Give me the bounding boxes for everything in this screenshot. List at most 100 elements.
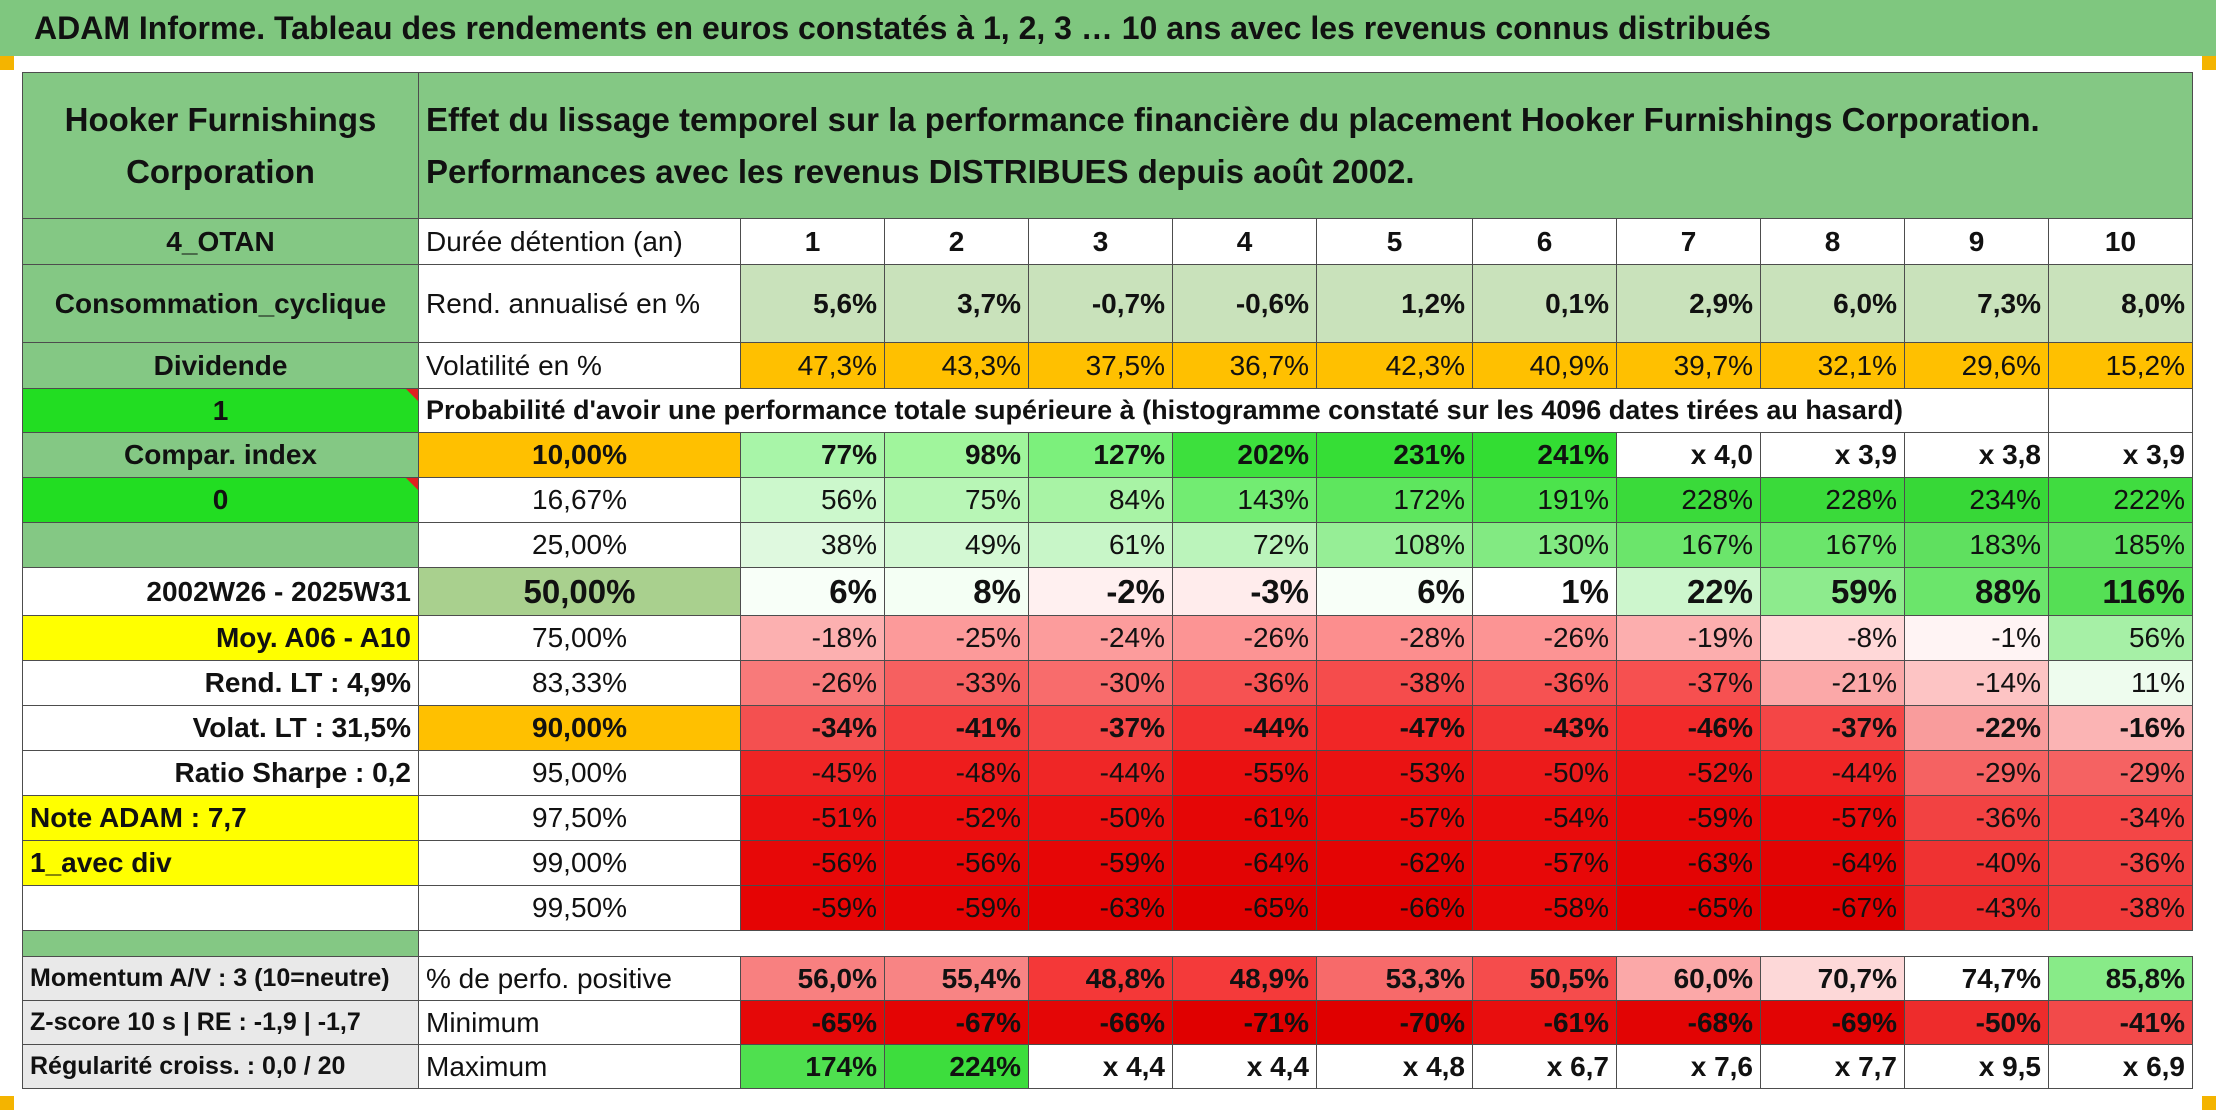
positive-row: Momentum A/V : 3 (10=neutre)% de perfo. …	[22, 956, 2193, 1001]
minimum-value: -66%	[1028, 1000, 1173, 1045]
prob-value: -58%	[1472, 885, 1617, 931]
prob-value: -47%	[1316, 705, 1473, 751]
prob-value: 228%	[1616, 477, 1761, 523]
prob-value: -26%	[1472, 615, 1617, 661]
maximum-value: 224%	[884, 1044, 1029, 1089]
duration-year: 9	[1904, 218, 2049, 265]
prob-value: -28%	[1316, 615, 1473, 661]
prob-value: -63%	[1616, 840, 1761, 886]
prob-value: -46%	[1616, 705, 1761, 751]
minimum-value: -71%	[1172, 1000, 1317, 1045]
regularite-cell: Régularité croiss. : 0,0 / 20	[22, 1044, 419, 1089]
volat-value: 39,7%	[1616, 342, 1761, 389]
prob-value: -14%	[1904, 660, 2049, 706]
prob-value: -8%	[1760, 615, 1905, 661]
volat-row: Dividende Volatilité en % 47,3% 43,3% 37,5% 3…	[22, 342, 2193, 389]
maximum-label: Maximum	[418, 1044, 741, 1089]
volat-value: 15,2%	[2048, 342, 2193, 389]
prob-value: -29%	[2048, 750, 2193, 796]
volat-value: 36,7%	[1172, 342, 1317, 389]
rend-value: -0,6%	[1172, 264, 1317, 343]
prob-percentile: 99,50%	[418, 885, 741, 931]
positive-value: 48,8%	[1028, 956, 1173, 1001]
gap-green-cell	[22, 930, 419, 957]
positive-value: 56,0%	[740, 956, 885, 1001]
maximum-value: x 6,7	[1472, 1044, 1617, 1089]
empty-white-cell	[22, 885, 419, 931]
prob-title-row: 1 Probabilité d'avoir une performance tot…	[22, 388, 2193, 433]
prob-percentile: 90,00%	[418, 705, 741, 751]
prob-percentile: 75,00%	[418, 615, 741, 661]
maximum-value: x 9,5	[1904, 1044, 2049, 1089]
compar-value-cell: 0	[22, 477, 419, 523]
prob-value: 11%	[2048, 660, 2193, 706]
prob-value: -59%	[1028, 840, 1173, 886]
prob-value: 84%	[1028, 477, 1173, 523]
prob-value: -55%	[1172, 750, 1317, 796]
rend-value: 1,2%	[1316, 264, 1473, 343]
prob-value: -30%	[1028, 660, 1173, 706]
prob-value: -24%	[1028, 615, 1173, 661]
maximum-row: Régularité croiss. : 0,0 / 20 Maximum 174%…	[22, 1044, 2193, 1089]
prob-value: 77%	[740, 432, 885, 478]
prob-value: -22%	[1904, 705, 2049, 751]
volat-value: 40,9%	[1472, 342, 1617, 389]
prob-value: -66%	[1316, 885, 1473, 931]
prob-value: -61%	[1172, 795, 1317, 841]
positive-value: 55,4%	[884, 956, 1029, 1001]
volat-lt-cell: Volat. LT : 31,5%	[22, 705, 419, 751]
prob-row: Ratio Sharpe : 0,2 95,00% -45% -48% -44% -55%…	[22, 750, 2193, 796]
prob-row: 25,00% 38% 49% 61% 72% 108% 130% 167% 167% 183% 18…	[22, 522, 2193, 568]
prob-value: 185%	[2048, 522, 2193, 568]
duration-year: 5	[1316, 218, 1473, 265]
prob-value: -59%	[1616, 795, 1761, 841]
mode-cell: 1_avec div	[22, 840, 419, 886]
rend-label: Rend. annualisé en %	[418, 264, 741, 343]
prob-value: -50%	[1472, 750, 1617, 796]
maximum-value: x 4,4	[1028, 1044, 1173, 1089]
prob-value: -44%	[1028, 750, 1173, 796]
prob-value: 191%	[1472, 477, 1617, 523]
prob-percentile: 25,00%	[418, 522, 741, 568]
prob-value: -62%	[1316, 840, 1473, 886]
minimum-value: -50%	[1904, 1000, 2049, 1045]
prob-value: -37%	[1616, 660, 1761, 706]
sector-cell: Consommation_cyclique	[22, 264, 419, 343]
prob-title-blank	[2048, 388, 2193, 433]
rend-lt-cell: Rend. LT : 4,9%	[22, 660, 419, 706]
prob-value: -44%	[1172, 705, 1317, 751]
prob-value: 56%	[740, 477, 885, 523]
positive-value: 60,0%	[1616, 956, 1761, 1001]
corner-marker-left	[0, 56, 14, 70]
prob-value: -38%	[2048, 885, 2193, 931]
prob-value: -37%	[1760, 705, 1905, 751]
prob-value: -1%	[1904, 615, 2049, 661]
minimum-value: -61%	[1472, 1000, 1617, 1045]
sharpe-cell: Ratio Sharpe : 0,2	[22, 750, 419, 796]
prob-value: -48%	[884, 750, 1029, 796]
prob-row: Rend. LT : 4,9% 83,33% -26% -33% -30% -36% -38…	[22, 660, 2193, 706]
prob-value: -3%	[1172, 567, 1317, 616]
prob-value: -33%	[884, 660, 1029, 706]
prob-value: -19%	[1616, 615, 1761, 661]
prob-percentile: 99,00%	[418, 840, 741, 886]
prob-value: -45%	[740, 750, 885, 796]
prob-value: -43%	[1904, 885, 2049, 931]
prob-value: 75%	[884, 477, 1029, 523]
prob-value: -34%	[2048, 795, 2193, 841]
rend-value: 2,9%	[1616, 264, 1761, 343]
prob-value: -34%	[740, 705, 885, 751]
prob-value: x 3,9	[1760, 432, 1905, 478]
prob-value: 167%	[1616, 522, 1761, 568]
maximum-value: x 4,4	[1172, 1044, 1317, 1089]
prob-value: 130%	[1472, 522, 1617, 568]
maximum-value: x 6,9	[2048, 1044, 2193, 1089]
corner-marker-bottom-left	[0, 1096, 14, 1110]
prob-value: -36%	[1904, 795, 2049, 841]
prob-value: -38%	[1316, 660, 1473, 706]
prob-value: -36%	[1172, 660, 1317, 706]
prob-value: 143%	[1172, 477, 1317, 523]
prob-value: -26%	[740, 660, 885, 706]
prob-value: -54%	[1472, 795, 1617, 841]
prob-value: -21%	[1760, 660, 1905, 706]
